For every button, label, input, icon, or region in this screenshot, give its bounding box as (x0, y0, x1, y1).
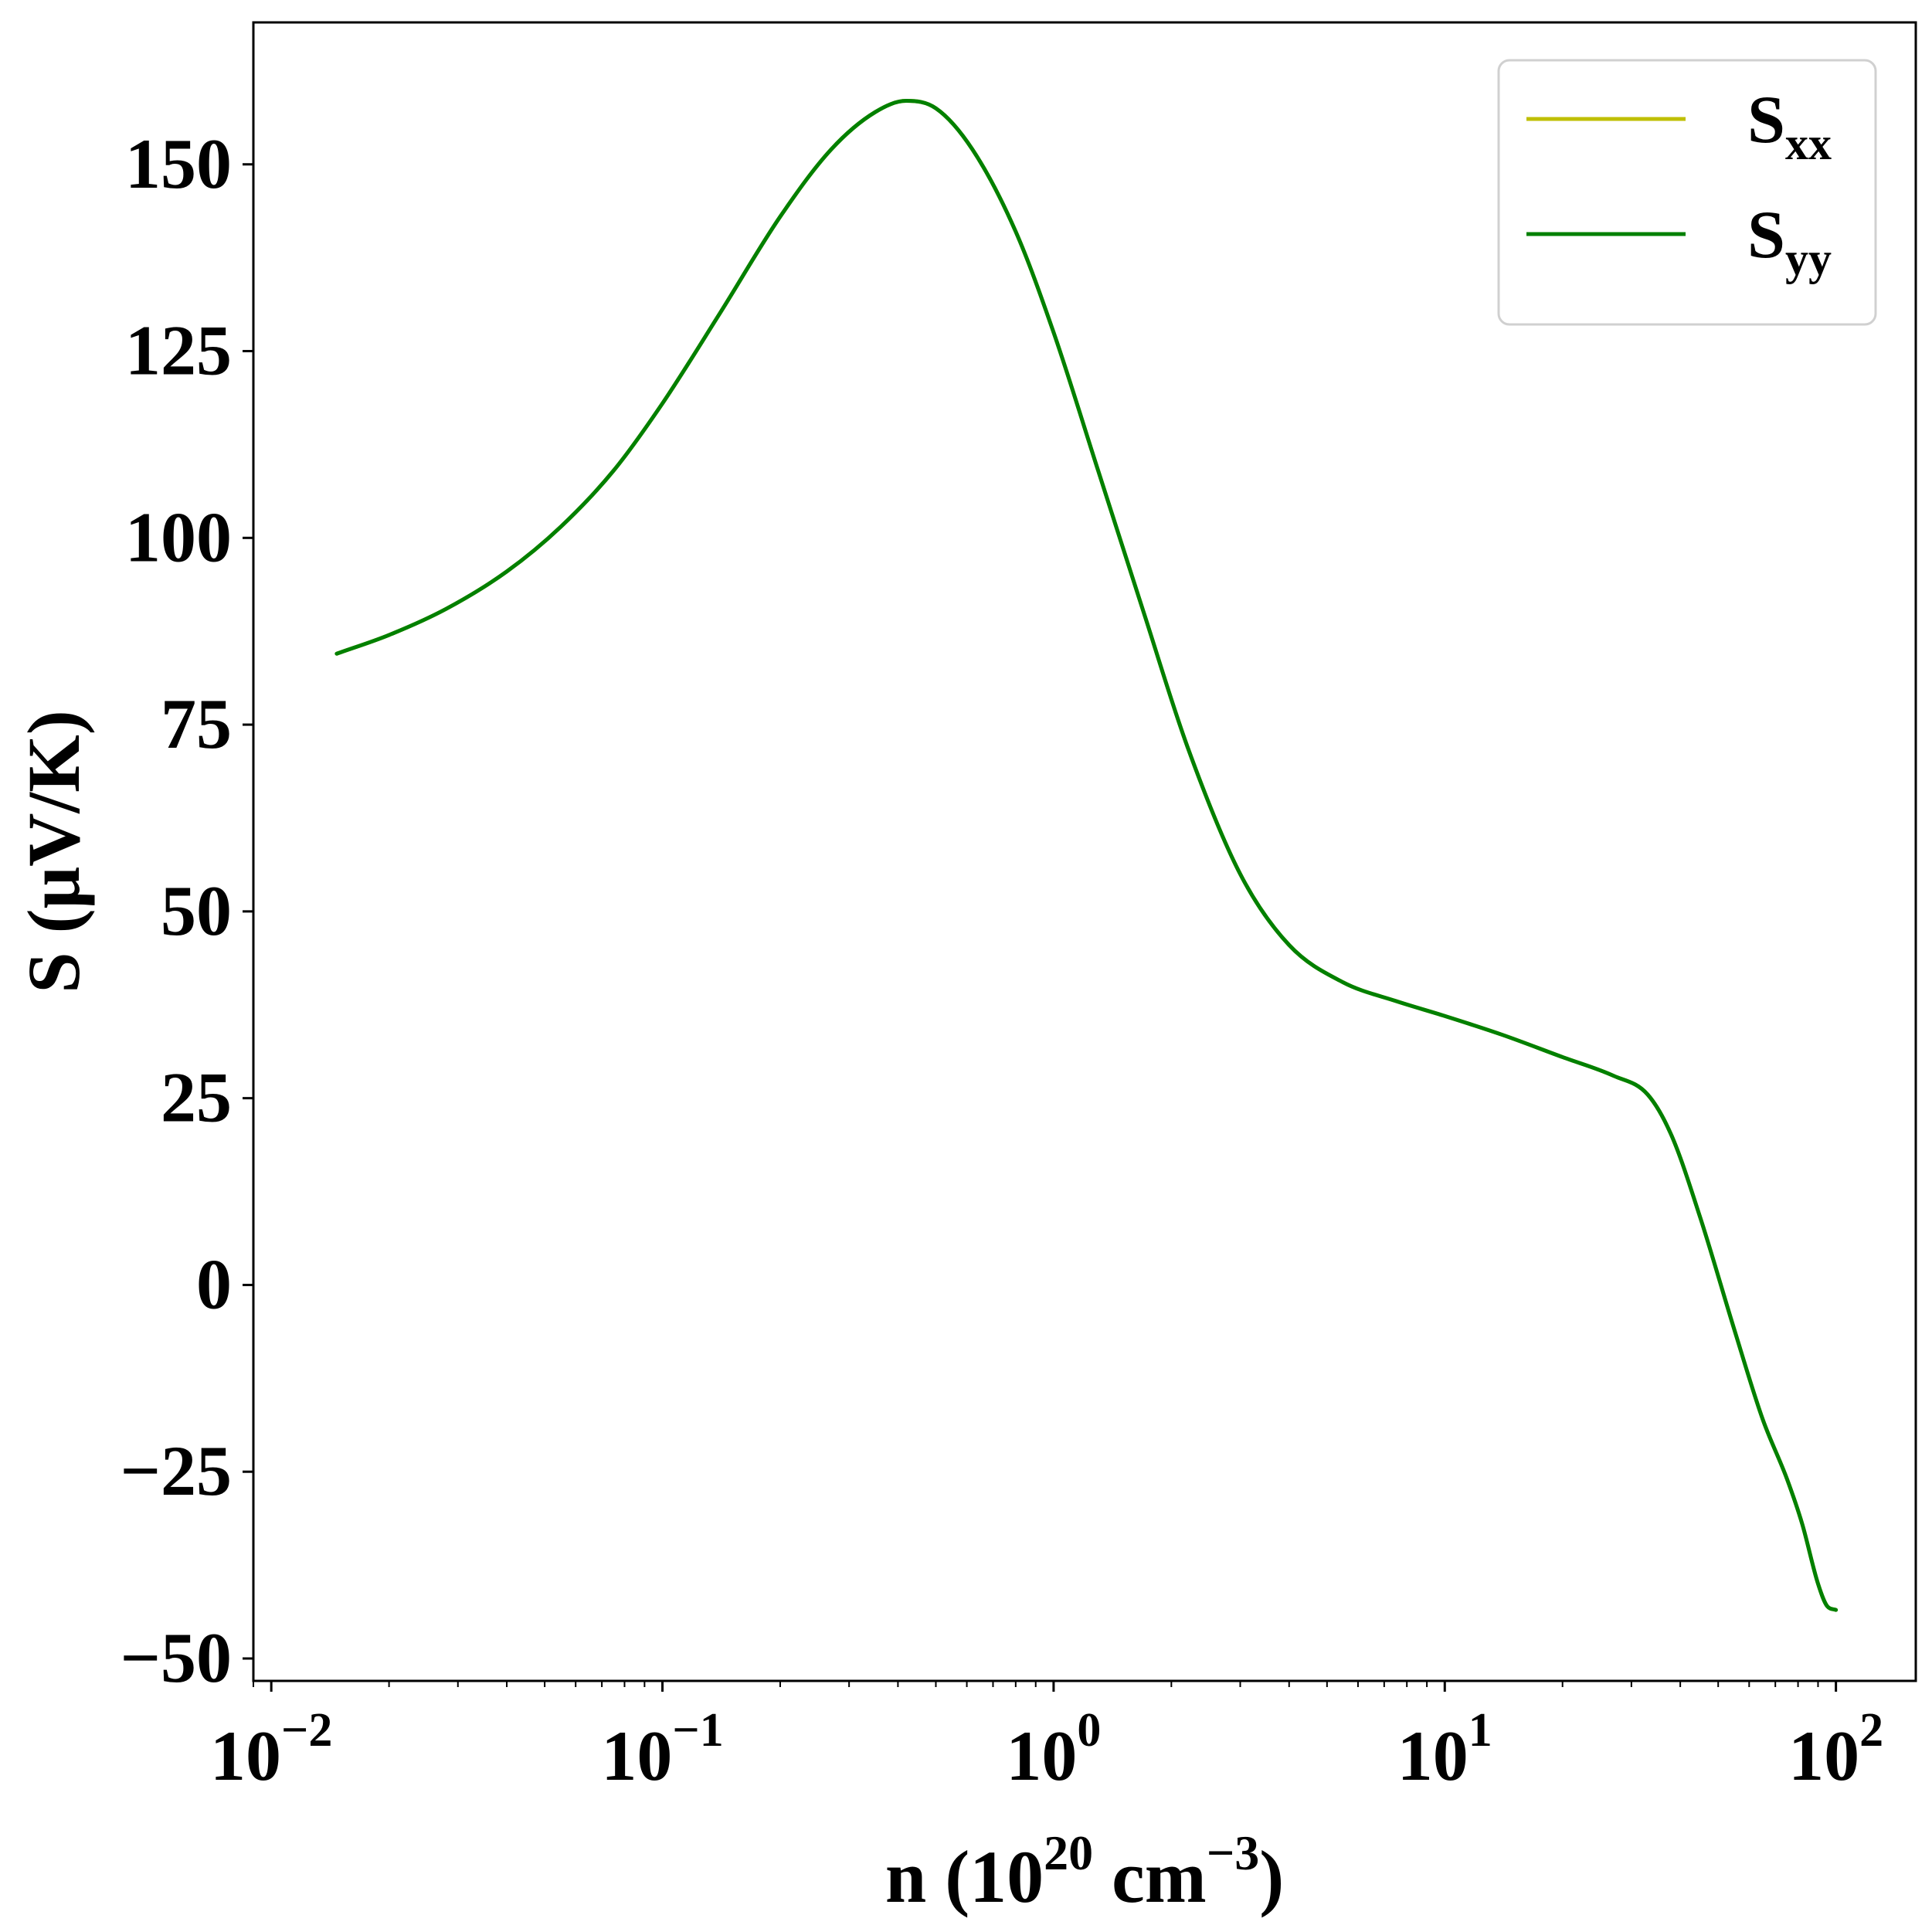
x-tick-label: 10−2 (210, 1704, 332, 1795)
series-line-s-yy (334, 99, 1839, 1612)
x-tick-label: 100 (1006, 1704, 1101, 1795)
x-tick-label-exponent: 1 (1469, 1704, 1492, 1757)
legend-label-sxx-sub: xx (1785, 118, 1832, 169)
legend-label-syy-sub: yy (1785, 233, 1832, 284)
x-tick-label-base: 10 (1006, 1716, 1077, 1795)
y-tick-label: 25 (161, 1058, 232, 1137)
x-tick-label-base: 10 (1788, 1716, 1859, 1795)
y-tick-label: −50 (121, 1618, 232, 1697)
legend-box (1497, 59, 1877, 326)
y-tick-label: 100 (125, 497, 232, 576)
x-axis-label-sup1: 20 (1044, 1825, 1093, 1880)
x-axis-label-prefix: n (10 (885, 1835, 1044, 1918)
x-tick-label-exponent: 0 (1077, 1704, 1101, 1757)
legend: Sxx Syy (1497, 59, 1877, 326)
x-tick-label-base: 10 (601, 1716, 672, 1795)
x-tick-label-base: 10 (210, 1716, 281, 1795)
y-tick-label: 0 (196, 1244, 232, 1323)
x-tick-label-exponent: −1 (672, 1704, 723, 1757)
x-axis-label-sup2: −3 (1207, 1825, 1259, 1880)
x-axis-label: n (1020 cm−3) (885, 1825, 1284, 1918)
y-tick-label: 50 (161, 871, 232, 950)
x-tick-label: 101 (1397, 1704, 1492, 1795)
series-layer (334, 99, 1839, 1612)
legend-label-sxx-main: S (1747, 83, 1785, 158)
x-tick-label-exponent: 2 (1859, 1704, 1883, 1757)
y-tick-label: 150 (125, 124, 232, 203)
plot-frame (252, 21, 1917, 1682)
x-axis-label-mid: cm (1093, 1835, 1207, 1918)
x-tick-label-base: 10 (1397, 1716, 1469, 1795)
y-tick-label: 125 (125, 311, 232, 390)
x-axis-ticks: 10−2 10−1 100 101 102 (210, 1681, 1883, 1795)
x-axis-label-suffix: ) (1259, 1835, 1284, 1918)
legend-label-syy-main: S (1747, 198, 1785, 273)
x-tick-label: 10−1 (601, 1704, 723, 1795)
y-tick-label: 75 (161, 684, 232, 763)
x-tick-label: 102 (1788, 1704, 1883, 1795)
y-axis-ticks: −50 −25 0 25 50 75 100 125 150 (121, 124, 253, 1697)
y-tick-label: −25 (121, 1431, 232, 1510)
y-axis-label: S (μV/K) (12, 710, 95, 993)
x-tick-label-exponent: −2 (281, 1704, 332, 1757)
legend-label-syy: Syy (1747, 198, 1832, 284)
legend-label-sxx: Sxx (1747, 83, 1832, 169)
